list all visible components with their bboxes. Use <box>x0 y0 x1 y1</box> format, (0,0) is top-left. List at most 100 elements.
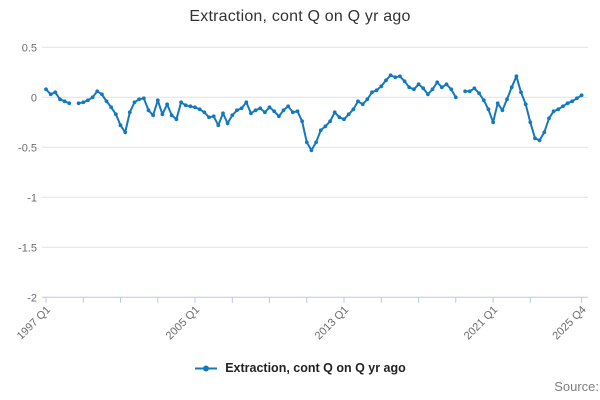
data-point <box>123 130 128 135</box>
x-tick-label: 2025 Q4 <box>550 304 588 342</box>
data-point <box>211 114 216 119</box>
data-point <box>439 85 444 90</box>
data-point <box>416 82 421 87</box>
data-point <box>100 92 104 97</box>
data-point <box>323 124 328 129</box>
data-point <box>165 102 170 107</box>
data-point <box>286 104 291 109</box>
data-point <box>365 97 370 102</box>
data-point <box>528 120 533 125</box>
data-point <box>104 99 109 104</box>
y-tick-label: -0.5 <box>18 142 37 154</box>
data-point <box>547 116 551 121</box>
data-point <box>188 104 193 109</box>
data-point <box>258 106 263 111</box>
data-point <box>379 84 384 89</box>
data-point <box>579 93 584 98</box>
data-point <box>542 130 547 135</box>
data-point <box>132 100 137 105</box>
series-markers <box>44 73 584 153</box>
data-point <box>472 86 477 91</box>
data-point <box>523 102 528 107</box>
data-point <box>449 87 454 92</box>
data-point <box>48 92 53 97</box>
data-point <box>300 119 304 124</box>
data-point <box>514 74 519 79</box>
data-point <box>146 108 151 113</box>
data-point <box>58 97 62 102</box>
data-point <box>565 101 570 106</box>
data-point <box>295 109 300 114</box>
legend-line-marker-icon <box>195 365 218 371</box>
data-point <box>309 148 314 153</box>
data-point <box>239 106 244 111</box>
data-point <box>360 102 365 107</box>
data-point <box>486 107 491 112</box>
data-point <box>114 112 118 117</box>
y-tick-label: 0.5 <box>22 42 37 54</box>
data-point <box>277 114 281 119</box>
data-point <box>519 90 523 95</box>
data-point <box>393 75 398 80</box>
data-point <box>197 107 202 112</box>
data-point <box>374 88 379 93</box>
y-tick-label: -1 <box>27 192 37 204</box>
data-point <box>155 98 160 103</box>
x-axis-ticks <box>45 297 583 303</box>
data-point <box>421 86 426 91</box>
data-point <box>575 96 579 101</box>
data-point <box>505 97 509 102</box>
x-tick-label: 2005 Q1 <box>164 304 202 342</box>
x-axis-labels: 1997 Q1 2005 Q1 2013 Q1 2021 Q1 2025 Q4 <box>15 304 589 342</box>
data-point <box>402 79 407 84</box>
data-point <box>304 140 309 145</box>
data-point <box>202 110 207 115</box>
data-point <box>272 109 277 114</box>
data-point <box>337 115 342 120</box>
data-point <box>398 74 402 79</box>
x-tick-label: 2013 Q1 <box>313 304 351 342</box>
data-point <box>221 111 225 116</box>
series-line <box>45 74 583 152</box>
data-point <box>495 101 500 106</box>
data-point <box>463 89 467 94</box>
data-point <box>174 117 179 122</box>
data-point <box>118 123 123 128</box>
data-point <box>193 105 197 110</box>
data-point <box>253 108 258 113</box>
x-tick-label: 2021 Q1 <box>462 304 500 342</box>
data-point <box>230 113 235 118</box>
y-axis-labels: 0.5 0 -0.5 -1 -1.5 -2 <box>18 42 37 304</box>
legend-item-extraction[interactable]: Extraction, cont Q on Q yr ago <box>194 361 406 375</box>
data-point <box>561 104 565 109</box>
data-point <box>179 100 184 105</box>
data-point <box>556 107 561 112</box>
data-point <box>207 115 211 120</box>
data-point <box>551 109 556 114</box>
y-tick-label: 0 <box>31 92 37 104</box>
data-point <box>225 121 230 126</box>
data-point <box>95 89 100 94</box>
data-point <box>109 105 114 110</box>
y-tick-label: -1.5 <box>18 242 37 254</box>
data-point <box>342 117 346 122</box>
data-point <box>318 128 323 133</box>
data-point <box>533 136 537 141</box>
data-point <box>314 140 318 145</box>
data-point <box>235 108 239 113</box>
data-point <box>509 85 514 90</box>
data-point <box>491 120 495 125</box>
data-point <box>127 110 132 115</box>
data-point <box>328 119 332 124</box>
data-point <box>537 138 542 143</box>
y-tick-label: -2 <box>27 292 37 304</box>
data-point <box>44 87 48 92</box>
data-point <box>332 110 337 115</box>
legend: Extraction, cont Q on Q yr ago <box>0 361 600 375</box>
data-point <box>388 73 393 78</box>
data-point <box>267 105 272 110</box>
legend-label: Extraction, cont Q on Q yr ago <box>225 361 406 375</box>
data-point <box>62 99 67 104</box>
data-point <box>370 90 374 95</box>
